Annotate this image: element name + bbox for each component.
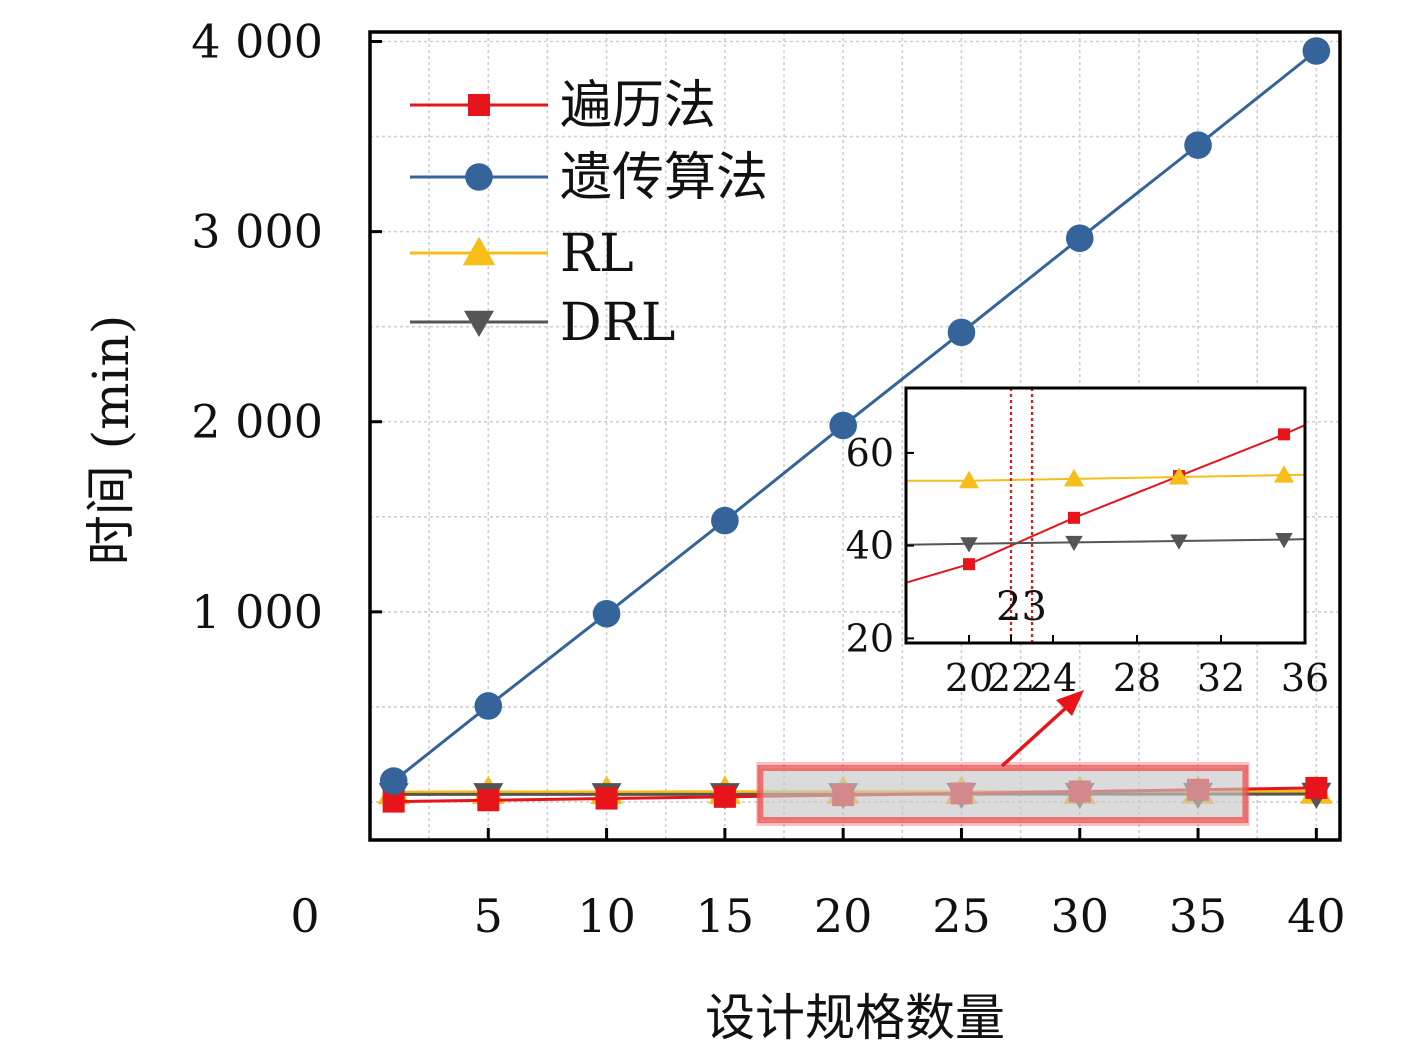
zoom-highlight xyxy=(756,762,1250,826)
data-point xyxy=(474,692,503,720)
y-tick-label: 3 000 xyxy=(191,205,323,259)
data-point xyxy=(592,599,621,628)
x-tick-label: 10 xyxy=(577,889,636,943)
legend-marker xyxy=(464,310,494,337)
inset-data-point xyxy=(959,470,979,489)
inset-data-point xyxy=(1064,468,1084,487)
data-point xyxy=(379,767,408,795)
y-axis-title: 时间 (min) xyxy=(82,315,140,566)
zoom-arrow-shaft xyxy=(1000,704,1070,768)
main-axes xyxy=(368,30,1342,842)
y-tick-label: 2 000 xyxy=(191,395,323,449)
x-tick-label: 35 xyxy=(1169,889,1228,943)
inset-data-point xyxy=(1274,465,1294,483)
x-tick-label: 20 xyxy=(814,889,873,943)
zoom-arrow-head xyxy=(1056,690,1084,716)
zoom-highlight-box xyxy=(757,765,1249,823)
legend-marker xyxy=(462,236,496,266)
inset-data-point xyxy=(1169,467,1189,485)
legend-label: DRL xyxy=(560,293,675,353)
x-origin-label: 0 xyxy=(290,889,319,943)
x-tick-label: 25 xyxy=(932,889,991,943)
x-tick-label: 15 xyxy=(696,889,755,943)
data-point xyxy=(1184,131,1212,159)
data-point xyxy=(947,318,976,347)
inset-x-tick-label: 28 xyxy=(1113,656,1161,700)
data-point xyxy=(829,411,857,440)
inset-background xyxy=(906,388,1305,643)
inset-frame xyxy=(904,386,1307,645)
zoom-arrow xyxy=(1000,690,1084,768)
legend-label: RL xyxy=(560,224,634,284)
plot-frame xyxy=(368,30,1342,842)
x-axis-title: 设计规格数量 xyxy=(705,989,1005,1047)
legend-label: 遍历法 xyxy=(560,76,716,136)
inset-x-tick-label: 24 xyxy=(1029,656,1077,700)
data-point xyxy=(713,785,736,808)
data-point xyxy=(595,787,618,810)
x-tick-label: 30 xyxy=(1050,889,1109,943)
inset-x-tick-label: 32 xyxy=(1197,656,1245,700)
data-point xyxy=(382,790,405,813)
x-tick-label: 5 xyxy=(474,889,503,943)
inset-data-point xyxy=(963,558,975,571)
inset-data-point xyxy=(1278,428,1290,441)
y-tick-label: 4 000 xyxy=(191,15,323,69)
legend-marker xyxy=(465,163,493,191)
data-point xyxy=(1065,224,1094,253)
inset-x-tick-label: 20 xyxy=(945,656,993,700)
legend-label: 遗传算法 xyxy=(560,148,768,208)
inset-data-point xyxy=(960,537,978,553)
inset-x-tick-label: 36 xyxy=(1281,656,1329,700)
inset-annotation: 23 xyxy=(996,584,1047,630)
y-tick-label: 1 000 xyxy=(191,585,323,639)
x-tick-label: 40 xyxy=(1287,889,1346,943)
main-ticks: 5 10 15 20 25 30 35 40 0 1 000 2 000 3 000 4 000 xyxy=(191,15,1345,943)
data-point xyxy=(711,506,739,535)
data-point xyxy=(1302,37,1331,65)
legend-marker xyxy=(468,94,490,116)
inset-data-point xyxy=(1275,533,1293,549)
data-point xyxy=(477,789,500,812)
inset-x-tick-label: 22 xyxy=(987,656,1035,700)
inset-data-point xyxy=(1065,535,1083,552)
inset-data-point xyxy=(1068,511,1080,524)
inset-data-point xyxy=(1170,534,1188,550)
inset-y-tick-label: 60 xyxy=(846,431,894,475)
data-point xyxy=(1305,776,1328,799)
inset-y-tick-label: 20 xyxy=(846,616,894,660)
inset-y-tick-label: 40 xyxy=(846,524,894,568)
